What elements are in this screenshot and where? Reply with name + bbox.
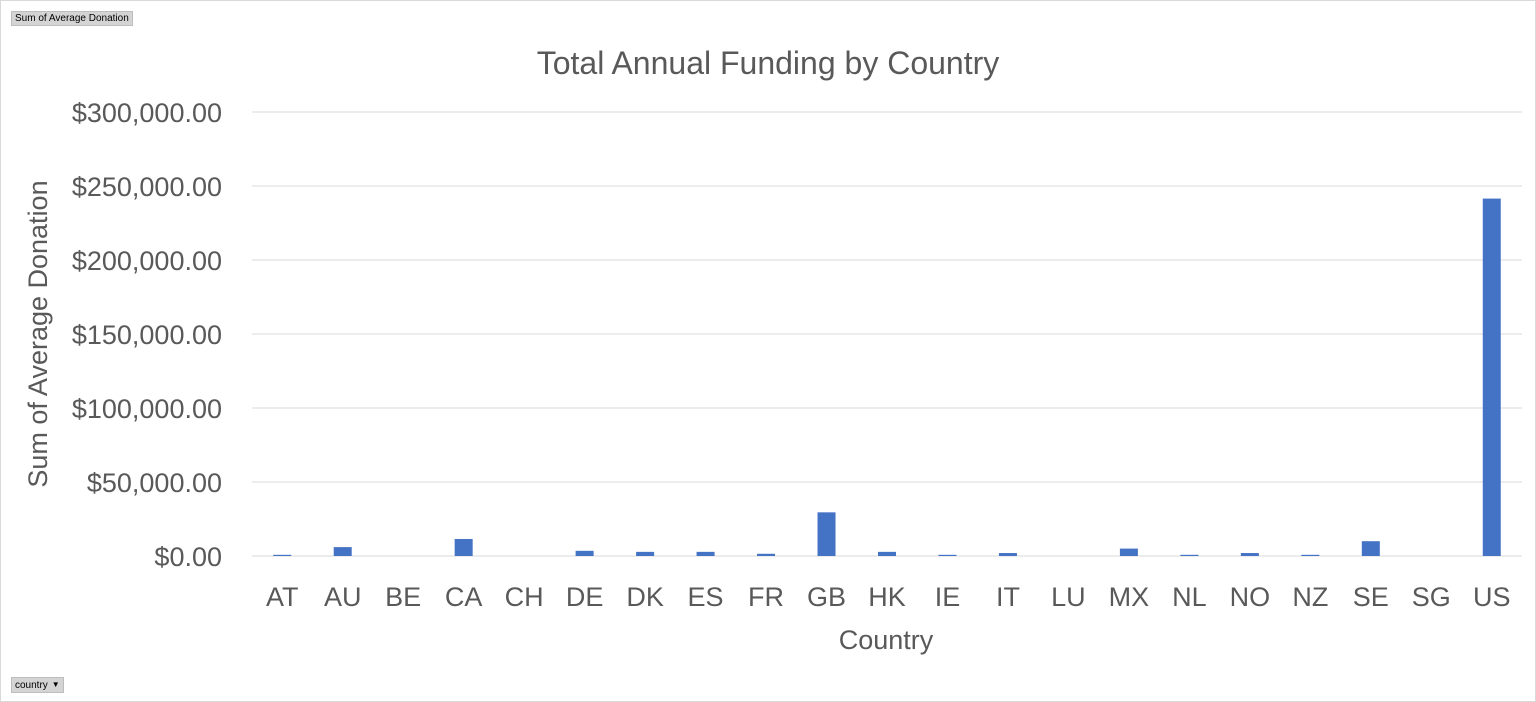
x-tick-label: BE xyxy=(385,582,421,612)
bar-hk[interactable] xyxy=(878,551,896,556)
x-tick-label: IE xyxy=(935,582,961,612)
bar-at[interactable] xyxy=(273,554,292,556)
bar-us[interactable] xyxy=(1482,198,1501,556)
y-tick-label: $150,000.00 xyxy=(72,320,222,350)
caret-down-icon[interactable]: ▼ xyxy=(51,680,60,689)
x-tick-label: IT xyxy=(996,582,1020,612)
x-tick-label: AU xyxy=(324,582,362,612)
bar-es[interactable] xyxy=(696,551,715,556)
chart-title: Total Annual Funding by Country xyxy=(537,45,1000,81)
y-tick-label: $250,000.00 xyxy=(72,172,222,202)
x-tick-label: HK xyxy=(868,582,906,612)
bar-au[interactable] xyxy=(333,547,352,556)
bar-it[interactable] xyxy=(998,553,1017,556)
x-tick-label: AT xyxy=(266,582,299,612)
bar-ca[interactable] xyxy=(454,538,473,556)
x-tick-label: DK xyxy=(626,582,664,612)
bar-se[interactable] xyxy=(1361,541,1380,556)
x-tick-label: FR xyxy=(748,582,784,612)
x-tick-label: ES xyxy=(688,582,724,612)
bar-mx[interactable] xyxy=(1119,548,1138,556)
x-tick-label: DE xyxy=(566,582,604,612)
y-tick-label: $100,000.00 xyxy=(72,394,222,424)
axis-field-label: country xyxy=(15,680,48,691)
bar-fr[interactable] xyxy=(757,553,776,556)
x-tick-label: NZ xyxy=(1292,582,1328,612)
y-tick-label: $200,000.00 xyxy=(72,246,222,276)
x-tick-label: CA xyxy=(445,582,483,612)
x-tick-label: CH xyxy=(505,582,544,612)
x-tick-label: LU xyxy=(1051,582,1086,612)
x-tick-label: SG xyxy=(1412,582,1451,612)
x-tick-label: SE xyxy=(1353,582,1389,612)
x-tick-label: NL xyxy=(1172,582,1207,612)
axis-field-button[interactable]: country ▼ xyxy=(11,677,64,693)
y-axis-title: Sum of Average Donation xyxy=(23,180,53,487)
x-tick-label: US xyxy=(1473,582,1511,612)
x-tick-label: GB xyxy=(807,582,846,612)
x-axis-tick-labels: AT AU BE CA CH DE DK ES FR GB HK IE IT LU MX NL NO NZ SE SG… xyxy=(266,582,1511,612)
bar-gb[interactable] xyxy=(817,512,836,556)
bar-nz[interactable] xyxy=(1301,554,1320,556)
x-tick-label: NO xyxy=(1230,582,1271,612)
bar-series xyxy=(273,198,1501,556)
bar-de[interactable] xyxy=(575,550,594,556)
x-tick-label: MX xyxy=(1109,582,1150,612)
x-axis-title: Country xyxy=(839,625,934,655)
value-field-button[interactable]: Sum of Average Donation xyxy=(11,11,133,26)
bar-no[interactable] xyxy=(1240,553,1259,556)
y-tick-label: $50,000.00 xyxy=(87,468,222,498)
y-axis-tick-labels: $0.00 $50,000.00 $100,000.00 $150,000.00 $20… xyxy=(72,98,222,572)
gridlines xyxy=(252,111,1522,557)
y-tick-label: $300,000.00 xyxy=(72,98,222,128)
bar-nl[interactable] xyxy=(1180,554,1199,556)
bar-ie[interactable] xyxy=(938,554,957,556)
bar-dk[interactable] xyxy=(636,551,655,556)
y-tick-label: $0.00 xyxy=(154,542,222,572)
